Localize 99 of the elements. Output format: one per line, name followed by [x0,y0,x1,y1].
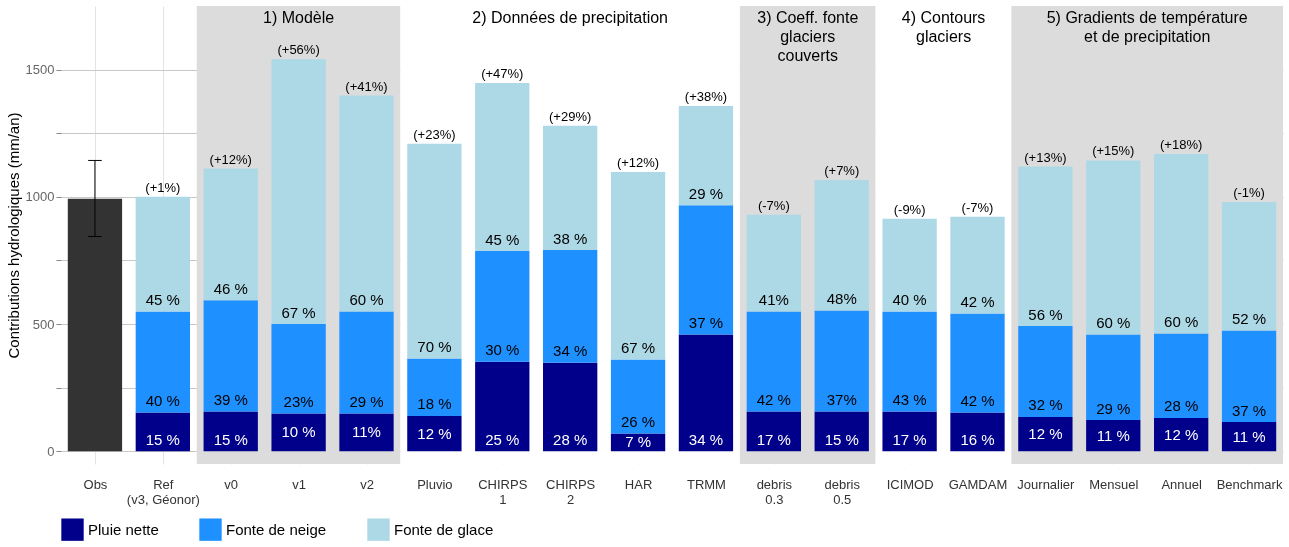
annotation: 29 % [349,393,384,411]
annotation: 30 % [485,341,520,359]
x-tick-label: Ref (v3, Géonor) [126,476,200,507]
y-tick-label: 1500 [25,62,55,78]
annotation: 15 % [824,430,859,448]
x-tick-label: HAR [624,476,653,492]
x-tick-label: debris 0.5 [824,476,861,507]
x-tick-label: CHIRPS 1 [478,476,528,507]
y-axis-title: Contributions hydrologiques (mm/an) [4,112,22,359]
annotation: (+12%) [209,151,252,167]
annotation: (-9%) [893,201,926,217]
annotation: (-7%) [757,197,790,213]
annotation: (-1%) [1233,184,1265,200]
annotation: 18 % [417,395,452,413]
annotation: 12 % [417,424,452,442]
legend-label: Pluie nette [88,520,159,538]
annotation: 45 % [485,230,520,248]
annotation: 28 % [553,430,588,448]
annotation: 32 % [1028,396,1063,414]
x-tick-label: Pluvio [417,476,453,492]
annotation: 40 % [892,291,927,309]
annotation: 38 % [553,229,588,247]
x-tick-label: debris 0.3 [756,476,793,507]
x-tick-label: Benchmark [1216,476,1283,492]
annotation: 37 % [688,314,724,332]
annotation: 16 % [960,430,995,448]
legend-label: Fonte de neige [226,520,327,538]
annotation: 11 % [1232,427,1266,445]
annotation: 45 % [145,291,180,309]
band-label: 3) Coeff. fonte glaciers couverts [757,9,859,64]
annotation: (+15%) [1092,143,1135,159]
annotation: 29 % [688,184,724,202]
x-tick-label: v2 [360,476,374,492]
x-tick-label: Mensuel [1089,476,1139,492]
annotation: (+12%) [616,154,660,170]
annotation: 34 % [688,430,724,448]
annotation: 7 % [625,433,651,451]
y-tick-label: 1000 [25,189,55,205]
annotation: 17 % [892,430,927,448]
x-tick-label: TRMM [686,476,726,492]
annotation: 25 % [485,430,520,448]
annotation: 46 % [213,279,248,297]
annotation: 40 % [145,392,180,410]
annotation: 70 % [417,337,452,355]
annotation: 12 % [1028,425,1063,443]
annotation: (+41%) [345,78,388,94]
x-tick-label: CHIRPS 2 [546,476,596,507]
annotation: 17 % [756,430,791,448]
annotation: 67 % [620,338,656,356]
annotation: 34 % [553,342,588,360]
annotation: (+29%) [549,108,592,124]
annotation: (+56%) [277,42,320,58]
annotation: 56 % [1028,305,1063,323]
x-tick-label: v1 [292,476,306,492]
annotation: 42 % [960,392,995,410]
annotation: 37 % [1231,401,1267,419]
annotation: 39 % [213,391,248,409]
annotation: 10 % [281,423,316,441]
y-tick-label: 0 [47,443,55,459]
y-tick-label: 500 [32,316,55,332]
band-label: 2) Données de precipitation [472,9,669,26]
legend-label: Fonte de glace [394,520,494,538]
annotation: 15 % [213,430,248,448]
annotation: 37% [826,391,857,409]
annotation: 60 % [349,291,384,309]
annotation: 11 % [1096,426,1130,444]
annotation: (-7%) [961,199,994,215]
annotation: 15 % [145,430,180,448]
annotation: 11% [352,423,381,441]
annotation: (+23%) [413,126,456,142]
annotation: 42 % [756,391,791,409]
annotation: 41% [758,291,789,309]
annotation: 48% [826,290,857,308]
annotation: 23% [283,393,314,411]
annotation: 28 % [1164,397,1199,415]
x-tick-label: Annuel [1161,476,1203,492]
x-tick-label: v0 [224,476,239,492]
annotation: 12 % [1164,425,1199,443]
annotation: (+1%) [145,179,181,195]
annotation: 26 % [620,413,656,431]
x-tick-label: Journalier [1017,476,1076,492]
annotation: 42 % [960,293,995,311]
annotation: 29 % [1096,399,1131,417]
annotation: 43 % [892,391,927,409]
annotation: (+7%) [824,163,860,179]
annotation: 60 % [1164,313,1199,331]
annotation: (+18%) [1160,137,1203,153]
x-tick-label: ICIMOD [886,476,934,492]
annotation: (+47%) [481,66,524,82]
band-label: 5) Gradients de température et de precipitation [1046,9,1248,45]
band-label: 4) Contours glaciers [901,9,986,45]
band-label: 1) Modèle [263,9,335,26]
x-tick-label: Obs [83,476,108,492]
annotation: (+38%) [684,89,728,104]
annotation: 67 % [281,303,316,321]
annotation: (+13%) [1024,149,1067,165]
annotation: 60 % [1096,314,1131,332]
annotation: 52 % [1231,309,1267,327]
x-tick-label: GAMDAM [948,476,1008,492]
